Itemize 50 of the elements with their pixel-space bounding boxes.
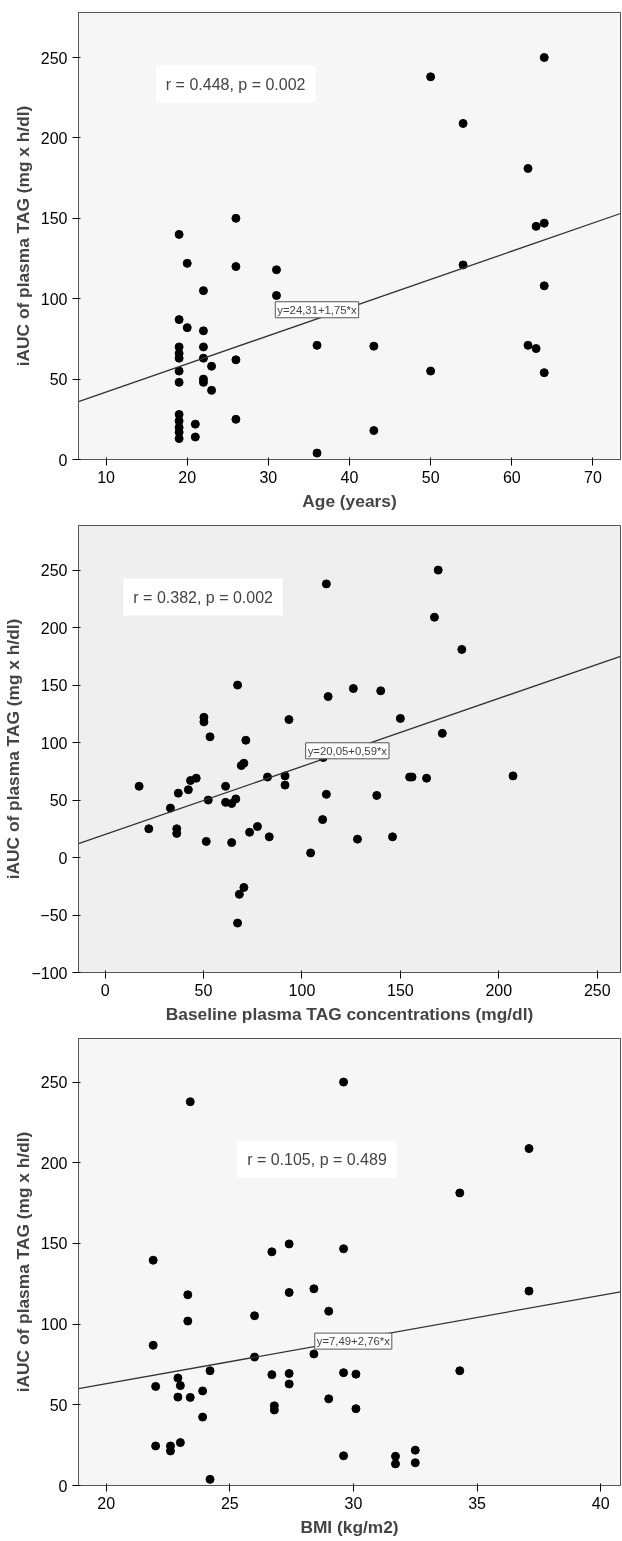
x-tick-label: 60 [502, 468, 521, 486]
y-tick-label: 150 [40, 210, 68, 228]
y-axis-title: iAUC of plasma TAG (mg x h/dl) [3, 618, 24, 880]
y-tick-label: 0 [58, 849, 68, 867]
y-axis-title: iAUC of plasma TAG (mg x h/dl) [12, 105, 33, 367]
y-tick-label: 50 [49, 371, 68, 389]
x-tick-label: 100 [288, 981, 316, 999]
y-tick-label: 0 [58, 451, 68, 469]
x-tick-label: 30 [259, 468, 278, 486]
x-tick-label: 50 [194, 981, 213, 999]
y-tick-label: 0 [58, 1477, 68, 1495]
annotation: y=7,49+2,76*x [316, 1335, 391, 1348]
annotation: r = 0.382, p = 0.002 [133, 588, 274, 606]
annotation: r = 0.448, p = 0.002 [165, 75, 306, 93]
x-tick-label: 250 [583, 981, 611, 999]
y-tick-label: 150 [40, 1235, 68, 1253]
y-tick-label: 100 [40, 734, 68, 752]
y-tick-label: 250 [40, 562, 68, 580]
x-tick-label: 30 [344, 1494, 363, 1512]
annotation: y=24,31+1,75*x [277, 303, 357, 316]
x-tick-label: 70 [584, 468, 602, 486]
x-axis-title: BMI (kg/m2) [300, 1516, 399, 1537]
x-tick-label: 10 [97, 468, 116, 486]
x-tick-label: 35 [468, 1494, 487, 1512]
y-tick-label: 100 [40, 290, 68, 308]
x-axis-title: Age (years) [302, 490, 397, 511]
x-tick-label: 150 [387, 981, 414, 999]
y-tick-label: 250 [40, 49, 68, 67]
y-tick-label: 150 [40, 677, 68, 695]
y-tick-label: 200 [40, 129, 68, 147]
annotation: y=20,05+0,59*x [307, 744, 388, 757]
y-tick-label: 200 [40, 1154, 68, 1172]
y-tick-label: 250 [40, 1074, 68, 1092]
y-axis-title: iAUC of plasma TAG (mg x h/dl) [12, 1131, 33, 1393]
x-tick-label: 40 [340, 468, 359, 486]
y-tick-label: 200 [40, 619, 68, 637]
x-tick-label: 50 [421, 468, 440, 486]
x-tick-label: 40 [591, 1494, 610, 1512]
x-tick-label: 20 [97, 1494, 116, 1512]
y-tick-label: 100 [40, 1316, 68, 1334]
annotation: r = 0.105, p = 0.489 [247, 1150, 387, 1168]
y-tick-label: 50 [49, 792, 68, 810]
x-tick-label: 200 [485, 981, 513, 999]
y-tick-label: −100 [31, 964, 68, 982]
x-axis-title: Baseline plasma TAG concentrations (mg/dl) [165, 1003, 534, 1024]
x-tick-label: 20 [178, 468, 197, 486]
x-tick-label: 0 [100, 981, 110, 999]
x-tick-label: 25 [220, 1494, 239, 1512]
y-tick-label: −50 [40, 907, 68, 925]
y-tick-label: 50 [49, 1396, 68, 1414]
